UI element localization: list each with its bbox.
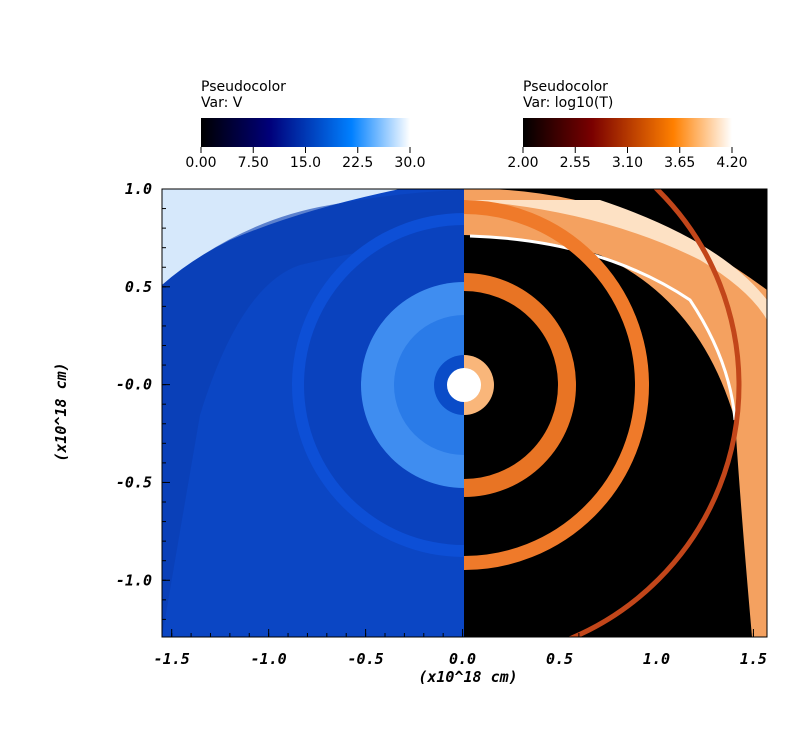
central-source xyxy=(447,368,481,402)
y-tick-label: 1.0 xyxy=(125,180,152,198)
velocity-field xyxy=(162,189,464,637)
colorbar-tick-label: 30.0 xyxy=(394,155,425,171)
x-tick-label: -0.5 xyxy=(348,650,384,668)
colorbar-v xyxy=(201,118,410,147)
y-tick-label: -1.0 xyxy=(116,571,152,589)
x-tick-label: 1.0 xyxy=(643,650,670,668)
colorbar-t xyxy=(523,118,732,147)
colorbar-tick-label: 3.10 xyxy=(612,155,643,171)
legend-title-t: Pseudocolor xyxy=(523,79,608,95)
colorbar-tick-label: 2.00 xyxy=(507,155,538,171)
colorbar-tick-label: 4.20 xyxy=(716,155,747,171)
colorbar-tick-label: 2.55 xyxy=(560,155,591,171)
x-tick-label: -1.5 xyxy=(154,650,190,668)
colorbar-tick-label: 3.65 xyxy=(664,155,695,171)
colorbar-tick-label: 22.5 xyxy=(342,155,373,171)
colorbar-tick-label: 0.00 xyxy=(185,155,216,171)
colorbar-tick-label: 15.0 xyxy=(290,155,321,171)
x-axis-label: (x10^18 cm) xyxy=(418,668,517,686)
x-tick-label: 0.5 xyxy=(546,650,573,668)
temperature-field xyxy=(464,189,767,637)
x-tick-label: 1.5 xyxy=(740,650,767,668)
y-tick-label: -0.0 xyxy=(116,376,152,394)
y-axis-label: (x10^18 cm) xyxy=(52,362,70,461)
legend-var-t: Var: log10(T) xyxy=(523,95,614,111)
colorbar-tick-label: 7.50 xyxy=(238,155,269,171)
y-tick-label: 0.5 xyxy=(125,278,152,296)
legend-var-v: Var: V xyxy=(201,95,243,111)
y-tick-label: -0.5 xyxy=(116,473,152,491)
legend-title-v: Pseudocolor xyxy=(201,79,286,95)
plot-frame xyxy=(161,188,768,638)
x-tick-label: -1.0 xyxy=(251,650,287,668)
x-tick-label: 0.0 xyxy=(449,650,476,668)
